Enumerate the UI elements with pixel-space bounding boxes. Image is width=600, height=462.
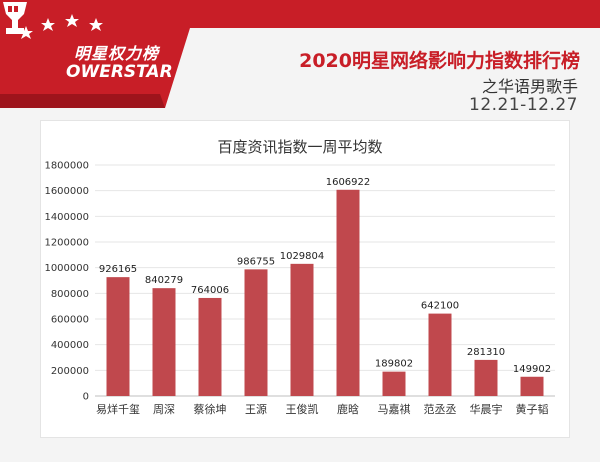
data-label: 1606922 — [326, 177, 371, 188]
data-label: 764006 — [191, 285, 229, 296]
y-tick-label: 1000000 — [44, 263, 89, 274]
brand-name-en: OWERSTAR — [66, 62, 173, 82]
page-title: 2020明星网络影响力指数排行榜 — [299, 50, 580, 72]
bar — [428, 313, 452, 396]
x-tick-label: 王源 — [245, 402, 267, 416]
x-tick-label: 范丞丞 — [424, 402, 457, 416]
date-range: 12.21-12.27 — [469, 95, 578, 115]
data-label: 642100 — [421, 301, 459, 312]
x-tick-label: 鹿晗 — [337, 402, 359, 416]
bar — [290, 263, 314, 396]
y-tick-label: 1800000 — [44, 161, 89, 172]
x-tick-label: 王俊凯 — [286, 402, 319, 416]
bar — [520, 376, 544, 396]
data-label: 840279 — [145, 275, 183, 286]
x-tick-label: 华晨宇 — [470, 402, 503, 416]
data-label: 281310 — [467, 347, 505, 358]
data-label: 926165 — [99, 264, 137, 275]
header-banner: 明星权力榜 OWERSTAR 2020明星网络影响力指数排行榜 之华语男歌手 1… — [0, 0, 600, 115]
bar — [106, 277, 130, 396]
y-tick-label: 400000 — [51, 340, 89, 351]
page-subtitle: 之华语男歌手 — [481, 77, 578, 96]
bar — [474, 359, 498, 396]
x-tick-label: 黄子韬 — [516, 402, 549, 416]
data-label: 986755 — [237, 256, 275, 267]
banner-shape — [0, 0, 600, 108]
x-tick-label: 蔡徐坤 — [194, 402, 227, 416]
y-tick-label: 1400000 — [44, 212, 89, 223]
brand-name-cn: 明星权力榜 — [74, 44, 160, 63]
trophy-logo-icon — [3, 2, 27, 34]
data-label: 1029804 — [280, 251, 325, 262]
bar — [152, 288, 176, 396]
y-tick-label: 800000 — [51, 289, 89, 300]
bar — [382, 371, 406, 396]
bar — [244, 269, 268, 396]
data-label: 189802 — [375, 359, 413, 370]
x-tick-label: 周深 — [153, 403, 175, 416]
y-tick-label: 0 — [83, 392, 89, 403]
y-tick-label: 1600000 — [44, 186, 89, 197]
data-label: 149902 — [513, 364, 551, 375]
x-tick-label: 马嘉祺 — [378, 402, 411, 416]
y-tick-label: 1200000 — [44, 238, 89, 249]
bar — [198, 297, 222, 396]
bar — [336, 189, 360, 396]
y-tick-label: 600000 — [51, 315, 89, 326]
x-tick-label: 易烊千玺 — [96, 402, 140, 416]
y-tick-label: 200000 — [51, 366, 89, 377]
chart-title: 百度资讯指数一周平均数 — [217, 138, 383, 156]
